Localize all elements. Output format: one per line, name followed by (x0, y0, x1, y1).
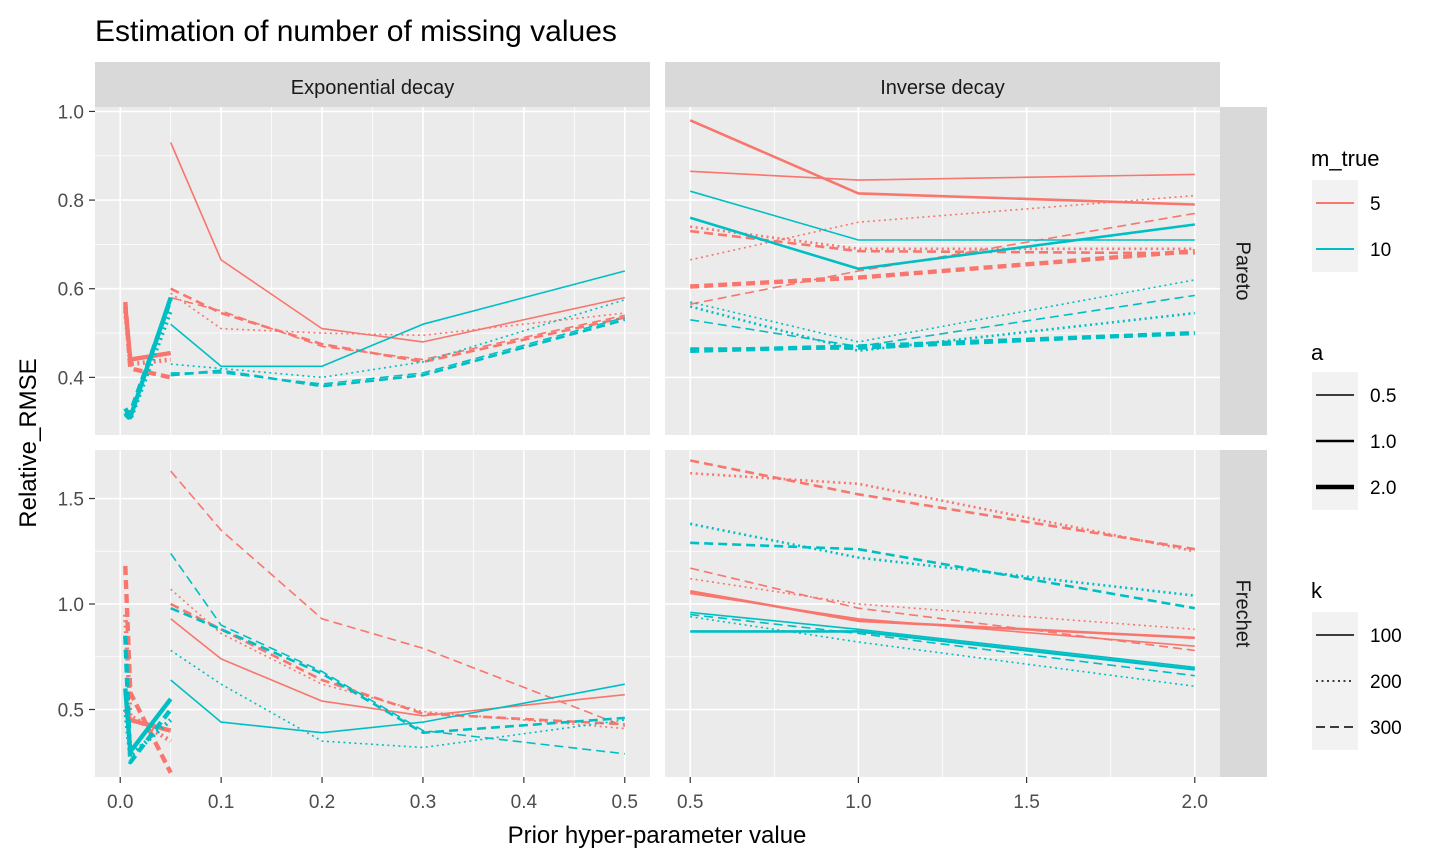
series-group (123, 142, 626, 422)
series-line (689, 459, 1196, 551)
series-group (123, 470, 626, 774)
series-line (690, 194, 1195, 261)
x-tick-label: 0.0 (107, 792, 133, 813)
series-line (170, 270, 626, 368)
y-axis-title: Relative_RMSE (15, 358, 42, 527)
legend-title: a (1311, 340, 1324, 365)
series-line (123, 310, 171, 367)
series-group (689, 459, 1196, 688)
series-line (690, 229, 1195, 255)
legend-m_true: m_true 5 10 (1311, 146, 1391, 272)
series-line (690, 170, 1195, 181)
series-line (689, 119, 1195, 206)
series-group (689, 119, 1195, 353)
legend-label: 0.5 (1370, 386, 1396, 407)
series-line (690, 212, 1195, 305)
facet-strip-row-label: Frechet (1232, 580, 1254, 648)
legend-label: 1.0 (1370, 432, 1396, 453)
x-tick-label: 0.5 (677, 792, 703, 813)
y-tick-label: 0.8 (58, 191, 84, 212)
series-line (170, 470, 626, 728)
series-line (170, 299, 626, 379)
legend-a: a 0.5 1.0 2.0 (1311, 340, 1396, 510)
series-line (170, 296, 625, 361)
series-line (690, 613, 1195, 677)
series-line (170, 318, 626, 388)
legends: m_true 5 10 a 0.5 1.0 2.0 k 100 200 300 (1311, 146, 1402, 750)
legend-label: 100 (1370, 626, 1402, 647)
legend-label: 5 (1370, 194, 1381, 215)
facet-strip-label: Inverse decay (880, 77, 1005, 99)
legend-key-background (1312, 180, 1358, 272)
series-line (690, 611, 1195, 669)
y-tick-label: 1.0 (58, 102, 84, 123)
series-line (123, 709, 173, 759)
legend-label: 300 (1370, 718, 1402, 739)
x-tick-label: 0.4 (511, 792, 538, 813)
series-line (690, 577, 1195, 631)
series-line (690, 248, 1195, 289)
series-line (170, 552, 625, 755)
legend-title: k (1311, 578, 1323, 603)
x-tick-label: 0.3 (410, 792, 436, 813)
series-line (123, 301, 172, 380)
series-line (170, 287, 626, 364)
facet-strip-1 (665, 62, 1220, 107)
y-tick-label: 1.0 (58, 595, 84, 616)
x-tick-label: 0.1 (208, 792, 234, 813)
y-tick-label: 0.5 (58, 700, 84, 721)
legend-label: 2.0 (1370, 478, 1396, 499)
y-tick-label: 0.4 (58, 368, 85, 389)
series-line (690, 615, 1195, 688)
chart-title: Estimation of number of missing values (95, 15, 617, 48)
series-line (690, 330, 1195, 353)
panel-1-0 (95, 450, 650, 777)
facet-strip-row-label: Pareto (1232, 242, 1254, 301)
x-tick-label: 1.0 (845, 792, 871, 813)
facet-strip-label: Exponential decay (291, 77, 454, 99)
series-line (123, 635, 173, 765)
series-line (689, 590, 1195, 640)
legend-title: m_true (1311, 146, 1379, 171)
series-line (690, 567, 1195, 652)
x-tick-label: 2.0 (1182, 792, 1208, 813)
series-line (170, 649, 625, 749)
series-line (170, 679, 625, 734)
x-tick-label: 0.5 (612, 792, 638, 813)
facet-strip-row-0 (1220, 107, 1267, 435)
x-tick-label: 1.5 (1013, 792, 1039, 813)
legend-label: 10 (1370, 240, 1391, 261)
series-line (170, 607, 625, 734)
series-line (690, 541, 1196, 610)
series-line (170, 292, 625, 337)
panel-1-1 (665, 450, 1220, 777)
series-line (689, 216, 1195, 271)
series-line (690, 471, 1196, 553)
panel-0-1 (665, 107, 1220, 435)
panel-0-0 (95, 107, 650, 435)
legend-k: k 100 200 300 (1311, 578, 1402, 750)
x-tick-label: 0.2 (309, 792, 335, 813)
series-line (123, 299, 173, 419)
legend-label: 200 (1370, 672, 1402, 693)
y-tick-label: 0.6 (58, 280, 84, 301)
facet-strip-0 (95, 62, 650, 107)
series-line (170, 602, 625, 726)
series-line (123, 565, 173, 774)
x-axis-title: Prior hyper-parameter value (508, 822, 807, 849)
y-tick-label: 1.5 (58, 490, 84, 511)
series-line (689, 522, 1195, 597)
panels: Exponential decay Inverse decay Pareto Frec… (58, 62, 1267, 813)
series-line (690, 630, 1195, 671)
series-line (123, 614, 172, 743)
facet-strip-row-1 (1220, 450, 1267, 777)
legend-key-background (1312, 612, 1358, 750)
